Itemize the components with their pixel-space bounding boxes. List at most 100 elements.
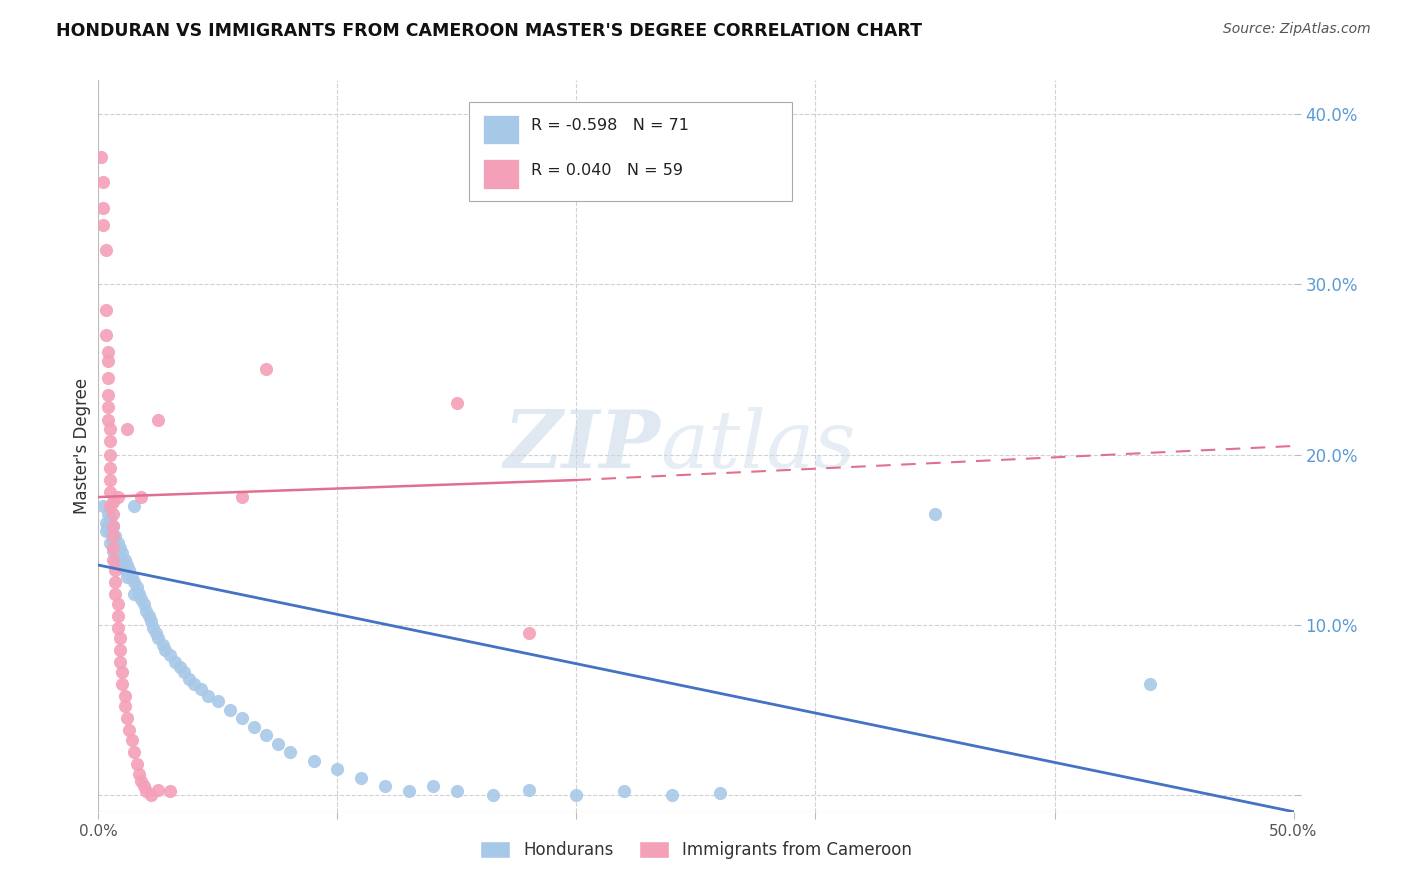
- Point: [231, 711, 253, 725]
- Point: [97, 388, 120, 402]
- Point: [135, 604, 157, 618]
- Point: [101, 529, 124, 543]
- Point: [98, 524, 122, 538]
- Point: [104, 587, 127, 601]
- Point: [91, 175, 114, 189]
- Text: R = 0.040   N = 59: R = 0.040 N = 59: [531, 162, 683, 178]
- Point: [115, 422, 138, 436]
- Point: [124, 575, 146, 590]
- Point: [97, 400, 120, 414]
- Point: [183, 677, 205, 691]
- Point: [131, 490, 153, 504]
- Point: [517, 626, 540, 640]
- Point: [111, 546, 134, 560]
- Point: [101, 541, 124, 555]
- Point: [118, 723, 141, 737]
- Point: [114, 689, 136, 703]
- Point: [97, 371, 120, 385]
- Point: [111, 558, 134, 572]
- Point: [398, 784, 420, 798]
- Point: [94, 302, 117, 317]
- Point: [131, 774, 153, 789]
- Point: [159, 784, 181, 798]
- Point: [107, 536, 129, 550]
- Point: [101, 519, 124, 533]
- Point: [101, 553, 124, 567]
- Point: [107, 490, 129, 504]
- Text: Source: ZipAtlas.com: Source: ZipAtlas.com: [1223, 22, 1371, 37]
- Point: [148, 413, 170, 427]
- Point: [107, 597, 129, 611]
- Point: [104, 541, 127, 555]
- Point: [709, 786, 731, 800]
- Point: [91, 201, 114, 215]
- FancyBboxPatch shape: [484, 115, 519, 144]
- Point: [219, 703, 242, 717]
- Point: [190, 682, 212, 697]
- Legend: Hondurans, Immigrants from Cameroon: Hondurans, Immigrants from Cameroon: [474, 834, 918, 865]
- Point: [267, 737, 290, 751]
- Text: ZIP: ZIP: [503, 408, 661, 484]
- FancyBboxPatch shape: [470, 103, 792, 201]
- Point: [142, 621, 165, 635]
- Point: [145, 626, 167, 640]
- Point: [97, 413, 120, 427]
- Point: [254, 362, 277, 376]
- Point: [446, 396, 468, 410]
- Point: [101, 519, 124, 533]
- Point: [148, 782, 170, 797]
- Point: [163, 655, 186, 669]
- Point: [197, 689, 219, 703]
- Point: [111, 677, 134, 691]
- Point: [108, 631, 131, 645]
- Point: [91, 499, 114, 513]
- Point: [254, 728, 277, 742]
- Point: [97, 519, 120, 533]
- Point: [231, 490, 253, 504]
- Point: [135, 784, 157, 798]
- Point: [155, 643, 177, 657]
- Point: [101, 544, 124, 558]
- Point: [97, 354, 120, 368]
- Point: [302, 754, 325, 768]
- Point: [565, 788, 588, 802]
- Point: [108, 553, 131, 567]
- Point: [98, 484, 122, 499]
- Point: [98, 448, 122, 462]
- Point: [138, 609, 160, 624]
- Point: [107, 549, 129, 564]
- Point: [97, 507, 120, 521]
- Point: [125, 580, 148, 594]
- Point: [108, 655, 131, 669]
- Point: [98, 512, 122, 526]
- Point: [1139, 677, 1161, 691]
- Point: [128, 587, 150, 601]
- Y-axis label: Master's Degree: Master's Degree: [73, 378, 91, 514]
- Point: [148, 631, 170, 645]
- Point: [114, 553, 136, 567]
- FancyBboxPatch shape: [484, 160, 519, 188]
- Point: [169, 660, 191, 674]
- Point: [132, 779, 155, 793]
- Point: [481, 788, 505, 802]
- Point: [121, 570, 143, 584]
- Point: [91, 218, 114, 232]
- Point: [124, 499, 146, 513]
- Point: [374, 779, 396, 793]
- Point: [278, 745, 301, 759]
- Point: [661, 788, 683, 802]
- Point: [101, 533, 124, 547]
- Point: [97, 345, 120, 359]
- Point: [90, 150, 112, 164]
- Point: [108, 643, 131, 657]
- Point: [173, 665, 195, 680]
- Point: [101, 507, 124, 521]
- Point: [131, 592, 153, 607]
- Point: [101, 495, 124, 509]
- Point: [104, 563, 127, 577]
- Point: [94, 516, 117, 530]
- Text: R = -0.598   N = 71: R = -0.598 N = 71: [531, 118, 689, 133]
- Point: [104, 575, 127, 590]
- Point: [98, 473, 122, 487]
- Point: [104, 529, 127, 543]
